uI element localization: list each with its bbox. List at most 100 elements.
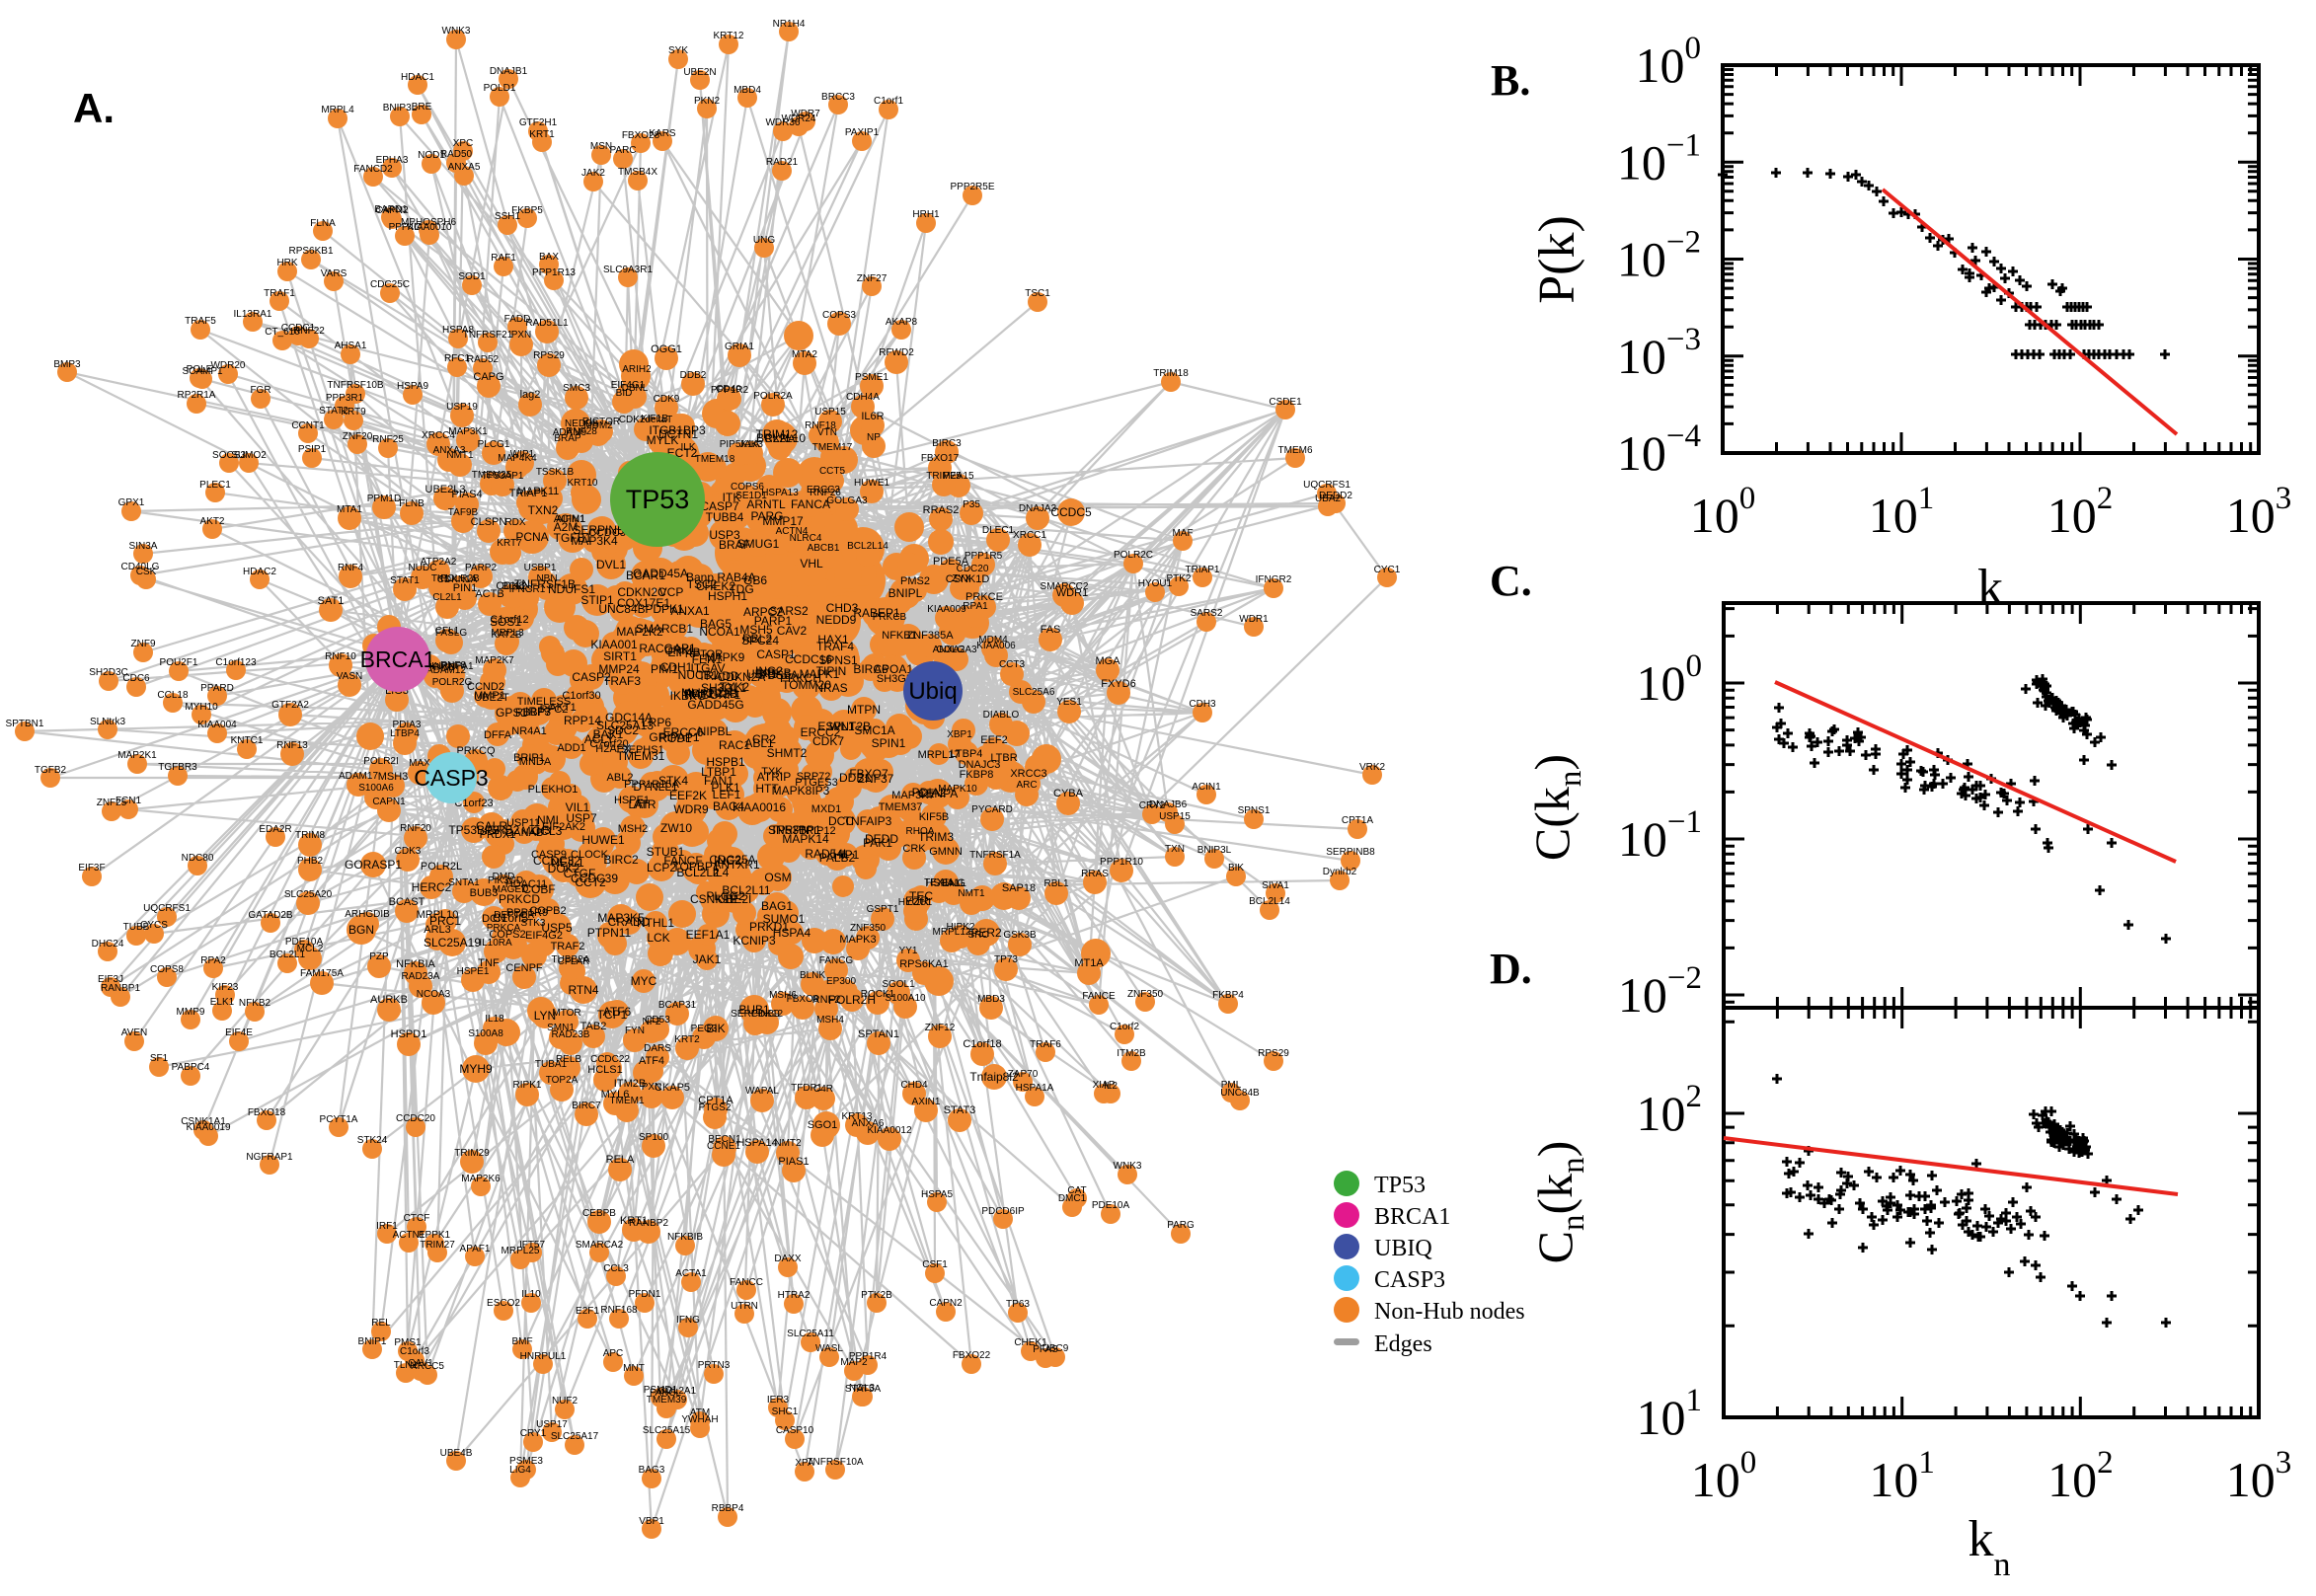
svg-text:COX17E1: COX17E1 <box>617 596 670 610</box>
svg-text:UQCRFS1: UQCRFS1 <box>1303 480 1351 491</box>
svg-text:TRAF2: TRAF2 <box>551 941 585 952</box>
svg-text:CD40LG: CD40LG <box>121 562 160 572</box>
svg-text:RPS29: RPS29 <box>533 350 565 361</box>
svg-text:BCL2L1: BCL2L1 <box>270 950 306 960</box>
svg-text:MLH1: MLH1 <box>681 686 713 700</box>
svg-text:NUF2: NUF2 <box>552 1396 579 1406</box>
svg-text:KIF1B: KIF1B <box>641 414 668 424</box>
svg-text:TUBB4: TUBB4 <box>706 510 744 524</box>
svg-text:VHL: VHL <box>800 557 823 570</box>
svg-text:DEPTOR: DEPTOR <box>494 910 535 921</box>
svg-text:GRIA1: GRIA1 <box>725 342 754 352</box>
svg-text:TUBA1: TUBA1 <box>535 1059 568 1070</box>
svg-text:RPS6KA1: RPS6KA1 <box>899 958 949 970</box>
svg-text:PPP1R4: PPP1R4 <box>849 1351 888 1362</box>
svg-text:PPM1D: PPM1D <box>367 494 401 504</box>
svg-text:STAT1: STAT1 <box>390 575 420 586</box>
svg-text:CCND2: CCND2 <box>467 681 504 693</box>
svg-text:WIP1: WIP1 <box>510 449 535 460</box>
svg-text:MAP3K7: MAP3K7 <box>891 790 934 801</box>
svg-text:PDCD6IP: PDCD6IP <box>981 1206 1025 1217</box>
svg-text:ITK: ITK <box>723 491 741 504</box>
svg-text:Tnfaip8l2: Tnfaip8l2 <box>969 1070 1019 1084</box>
svg-text:HDAC1: HDAC1 <box>401 72 434 83</box>
svg-text:FBXO18: FBXO18 <box>248 1107 286 1118</box>
svg-text:MDM2: MDM2 <box>583 420 613 431</box>
svg-text:YES1: YES1 <box>1056 697 1082 708</box>
svg-text:TNFRSF10B: TNFRSF10B <box>327 380 384 391</box>
svg-text:HSPB1: HSPB1 <box>706 755 745 769</box>
svg-text:CCDC20: CCDC20 <box>396 1113 435 1124</box>
svg-text:COPB2: COPB2 <box>529 905 566 917</box>
svg-text:GTF2A2: GTF2A2 <box>271 700 309 711</box>
svg-text:KIAA0010: KIAA0010 <box>407 222 451 233</box>
svg-text:100: 100 <box>1637 648 1703 711</box>
svg-text:STAT2: STAT2 <box>319 406 348 417</box>
svg-text:HSPE1: HSPE1 <box>457 966 490 977</box>
svg-text:RANBP1: RANBP1 <box>101 983 140 994</box>
svg-text:DVL1: DVL1 <box>596 558 626 571</box>
svg-text:PHB2: PHB2 <box>297 856 324 867</box>
svg-text:RNF22: RNF22 <box>293 326 325 337</box>
svg-text:RNF25: RNF25 <box>372 434 404 445</box>
svg-text:UBR5: UBR5 <box>746 667 778 681</box>
svg-text:CCL18: CCL18 <box>157 690 189 701</box>
svg-text:EIF4E: EIF4E <box>225 1027 253 1038</box>
svg-text:TP73: TP73 <box>994 954 1018 965</box>
svg-text:UBC9: UBC9 <box>1042 1343 1069 1354</box>
svg-text:ACIN1: ACIN1 <box>1192 782 1221 793</box>
svg-text:B.: B. <box>1491 56 1530 105</box>
svg-text:KIF5B: KIF5B <box>919 811 950 823</box>
svg-text:SAP18: SAP18 <box>1002 882 1036 894</box>
svg-text:JAK1: JAK1 <box>693 952 722 966</box>
svg-text:NOL3: NOL3 <box>849 1383 876 1394</box>
svg-text:CKAP5: CKAP5 <box>655 1082 690 1094</box>
svg-text:SRP72: SRP72 <box>797 771 831 783</box>
svg-text:H2AFX: H2AFX <box>595 743 631 755</box>
svg-text:ITGB1BP3: ITGB1BP3 <box>649 423 706 437</box>
svg-text:CCDC5: CCDC5 <box>1050 505 1092 519</box>
svg-text:BRIP1: BRIP1 <box>513 752 545 764</box>
svg-text:RABEP1: RABEP1 <box>853 606 900 620</box>
svg-text:XRCC4: XRCC4 <box>422 430 455 441</box>
svg-text:FLNB: FLNB <box>399 498 425 509</box>
svg-text:TEX11: TEX11 <box>924 877 954 888</box>
svg-text:HSPA4: HSPA4 <box>773 926 811 940</box>
svg-text:DBNL: DBNL <box>622 383 649 394</box>
svg-text:RELB: RELB <box>556 1054 581 1065</box>
svg-text:CDC25A: CDC25A <box>709 853 755 867</box>
svg-text:IKBKB: IKBKB <box>756 666 791 680</box>
svg-text:ZNF350: ZNF350 <box>1127 989 1164 1000</box>
svg-text:BCL2L14: BCL2L14 <box>1249 896 1290 907</box>
svg-text:TRAF4: TRAF4 <box>816 640 854 653</box>
svg-text:EIF2AK2: EIF2AK2 <box>542 821 585 833</box>
svg-text:FGR: FGR <box>250 385 270 396</box>
svg-text:CDK7: CDK7 <box>812 734 844 748</box>
svg-text:RBL1: RBL1 <box>1043 878 1068 889</box>
svg-text:UBE4B: UBE4B <box>440 1448 473 1459</box>
svg-text:MAP3K4: MAP3K4 <box>571 534 618 548</box>
svg-text:SLNtrk3: SLNtrk3 <box>90 717 126 727</box>
svg-text:MAP2: MAP2 <box>840 1357 868 1368</box>
svg-text:PABPC4: PABPC4 <box>172 1062 210 1073</box>
svg-text:CDK12: CDK12 <box>751 1009 784 1020</box>
svg-text:KRT9: KRT9 <box>341 407 366 418</box>
svg-text:MSH3: MSH3 <box>378 771 409 783</box>
svg-text:CDK2deltaT: CDK2deltaT <box>619 415 672 425</box>
svg-text:CCNT1: CCNT1 <box>291 420 325 431</box>
svg-text:IL10: IL10 <box>521 1289 541 1300</box>
svg-text:PRTN3: PRTN3 <box>698 1360 731 1371</box>
svg-text:BRCC3: BRCC3 <box>821 92 855 103</box>
svg-text:BIRC2: BIRC2 <box>603 853 639 867</box>
svg-text:MMP1: MMP1 <box>474 690 505 702</box>
svg-text:TOP2A: TOP2A <box>546 1075 579 1086</box>
svg-text:CDH4A: CDH4A <box>846 392 880 403</box>
svg-text:KRT1: KRT1 <box>529 129 555 140</box>
svg-text:CHEK2: CHEK2 <box>696 579 735 593</box>
svg-text:PSMD1: PSMD1 <box>644 1385 678 1396</box>
svg-text:NLRC4: NLRC4 <box>790 533 822 544</box>
svg-text:ACTN4: ACTN4 <box>776 526 809 537</box>
svg-text:RBBP7: RBBP7 <box>515 707 551 719</box>
svg-text:BCAST: BCAST <box>389 896 425 908</box>
svg-text:OSM: OSM <box>764 871 791 884</box>
